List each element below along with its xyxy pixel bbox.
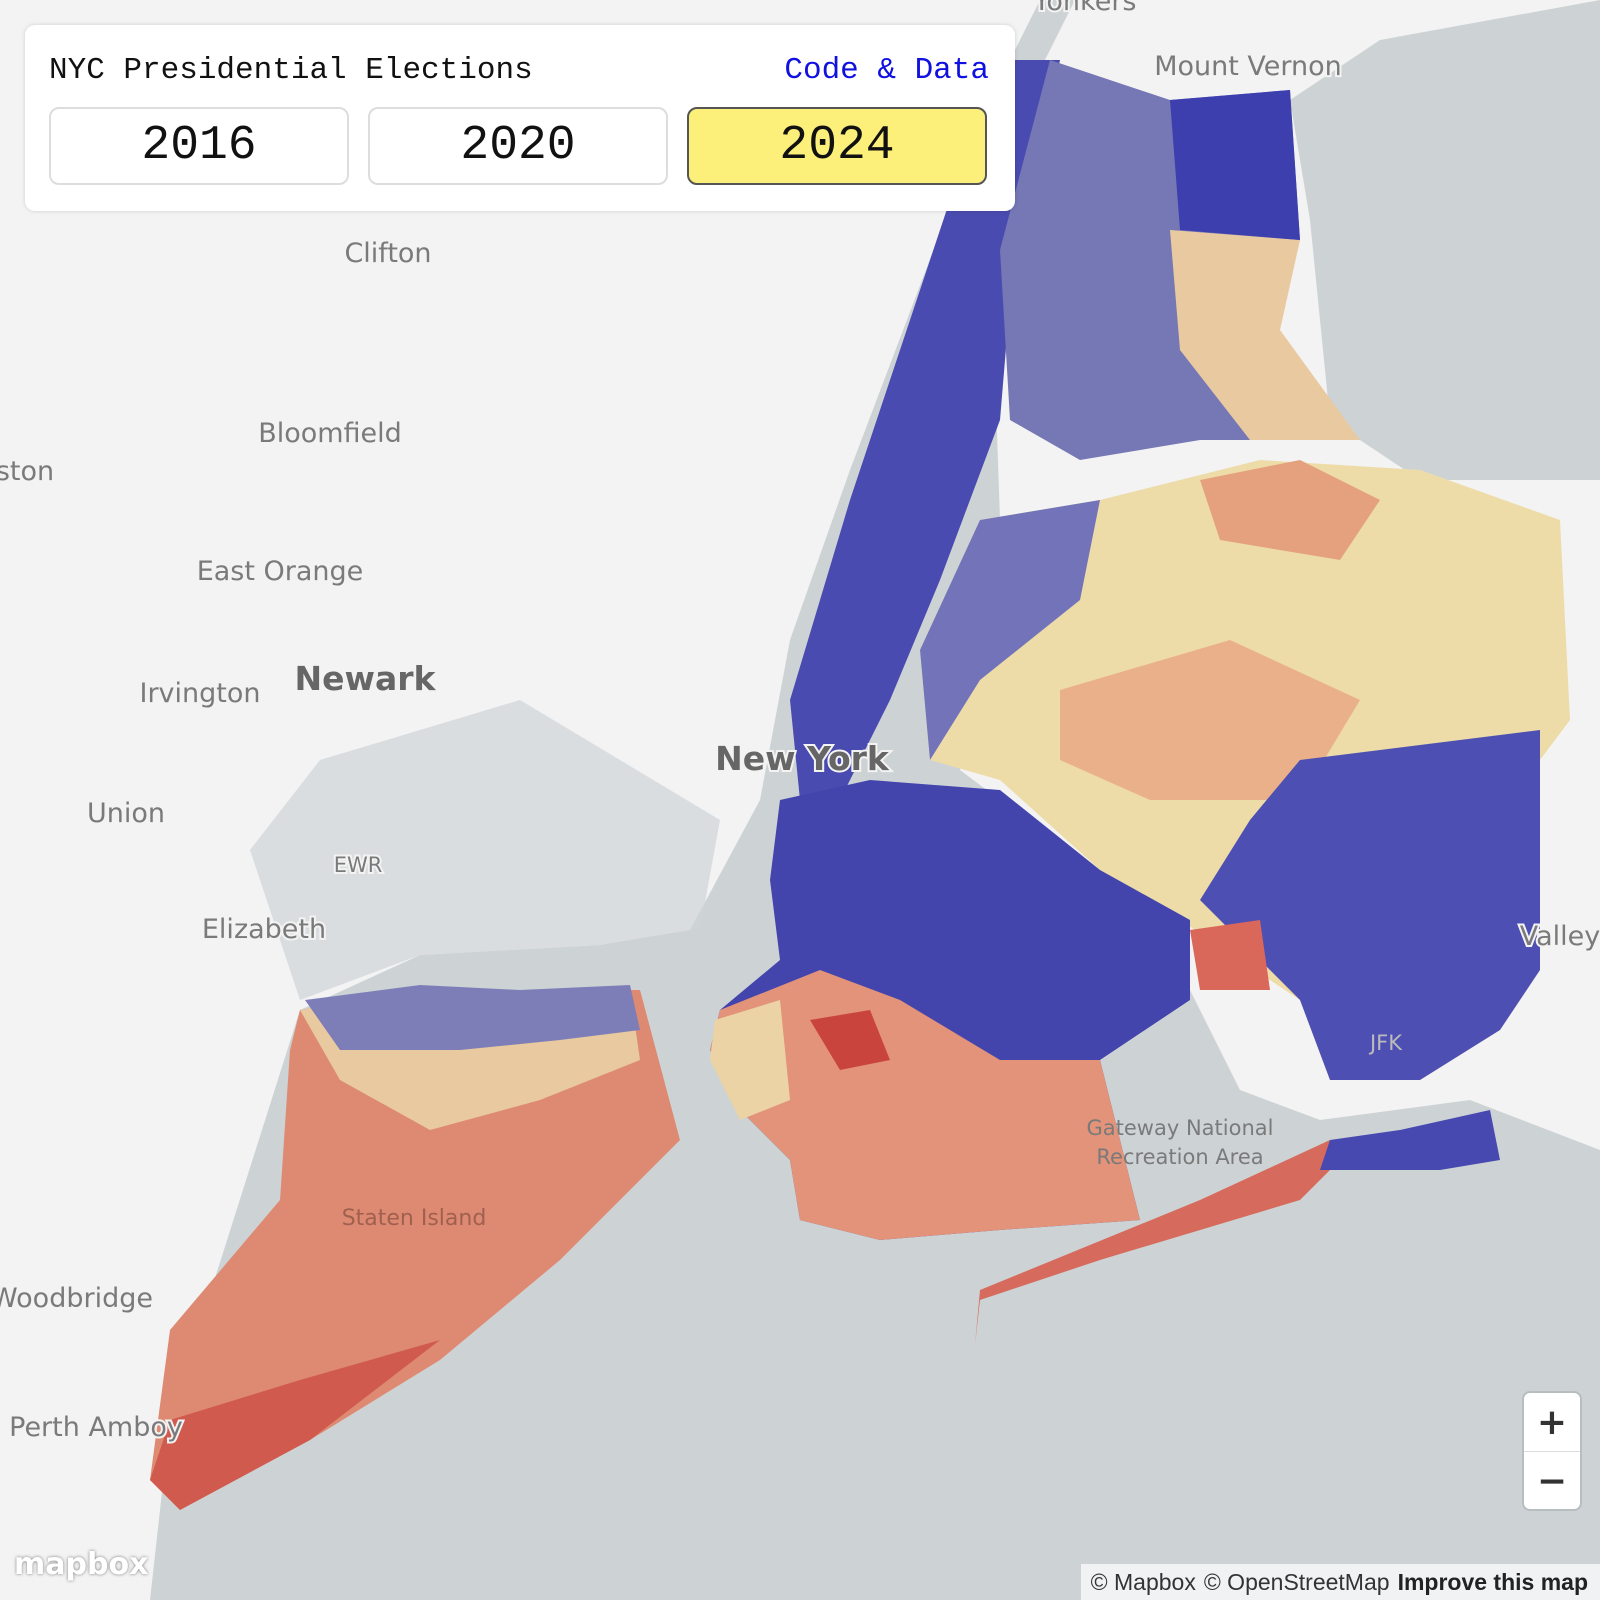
place-label: New York: [715, 739, 890, 778]
zoom-out[interactable]: −: [1524, 1451, 1580, 1510]
queens-west: [920, 500, 1100, 760]
place-label: Staten Island: [342, 1206, 487, 1231]
queens-center: [1060, 640, 1360, 800]
improve-map-link[interactable]: Improve this map: [1397, 1568, 1588, 1595]
place-label: Gateway National: [1087, 1116, 1274, 1140]
jamaica-bay-east: [1190, 920, 1270, 990]
place-label: Woodbridge: [0, 1283, 153, 1314]
staten-island: [150, 990, 680, 1510]
place-label: Perth Amboy: [9, 1412, 183, 1443]
attribution: © Mapbox © OpenStreetMap Improve this ma…: [1080, 1564, 1600, 1600]
control-panel: NYC Presidential Elections Code & Data 2…: [25, 25, 1015, 211]
boroughs: [150, 60, 1570, 1510]
attribution-mapbox[interactable]: © Mapbox: [1090, 1568, 1196, 1595]
place-label: Clifton: [344, 238, 431, 269]
brooklyn-borough-park: [810, 1010, 890, 1070]
place-label: Mount Vernon: [1154, 51, 1342, 82]
place-label: JFK: [1368, 1031, 1403, 1055]
year-button[interactable]: 2016: [49, 107, 349, 185]
manhattan: [790, 60, 1060, 800]
place-label: Yonkers: [1033, 0, 1137, 17]
brooklyn-southwest: [710, 1000, 790, 1120]
queens-southeast: [1200, 730, 1540, 1080]
bronx-north: [1170, 90, 1300, 240]
place-label: Bloomfield: [258, 418, 402, 449]
place-label: East Orange: [197, 556, 364, 587]
zoom-in[interactable]: +: [1536, 1401, 1568, 1443]
mapbox-logo[interactable]: mapbox: [14, 1547, 149, 1582]
place-label: Elizabeth: [202, 914, 326, 945]
brooklyn-south: [710, 970, 1140, 1240]
queens-north: [1200, 460, 1380, 560]
place-label: Newark: [295, 659, 437, 698]
place-label: Recreation Area: [1096, 1145, 1263, 1169]
bronx-east: [1170, 230, 1360, 440]
panel-title: NYC Presidential Elections: [49, 53, 533, 88]
place-label: Union: [87, 798, 165, 829]
staten-island-north-shore: [305, 985, 640, 1050]
code-data-link[interactable]: Code & Data: [784, 53, 989, 88]
place-label: EWR: [334, 853, 383, 877]
rockaway: [975, 1140, 1330, 1345]
staten-island-south: [150, 1340, 440, 1510]
place-label: Valley: [1520, 921, 1600, 952]
year-button[interactable]: 2024: [687, 107, 987, 185]
place-label: Irvington: [139, 678, 260, 709]
rockaway-east: [1320, 1110, 1500, 1170]
zoom-controls: + −: [1524, 1393, 1580, 1509]
year-button[interactable]: 2020: [368, 107, 668, 185]
attribution-osm[interactable]: © OpenStreetMap: [1203, 1568, 1390, 1595]
map-labels: Yonkers Mount Vernon Clifton Bloomfield …: [0, 0, 1600, 1445]
place-label: ston: [0, 456, 54, 487]
